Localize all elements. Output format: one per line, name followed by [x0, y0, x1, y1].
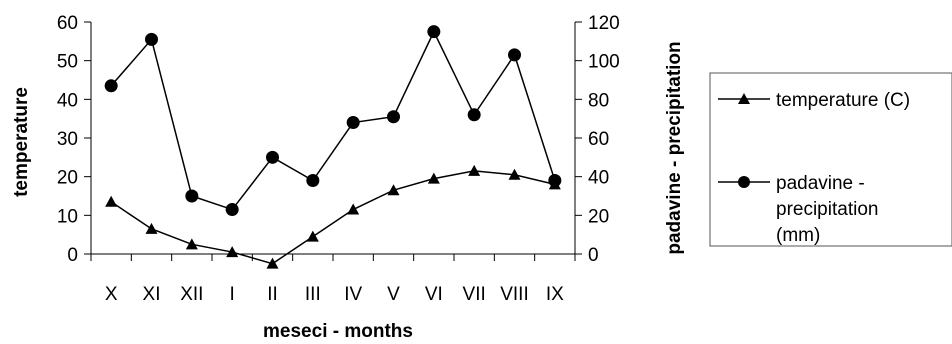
x-tick-label: II [267, 284, 278, 305]
y2-tick-label: 0 [588, 245, 599, 266]
legend-item-precipitation: padavine - precipitation (mm) [718, 173, 884, 246]
data-point-temperature [306, 230, 319, 242]
y-tick-label: 0 [67, 245, 78, 266]
data-point-precipitation [508, 48, 521, 62]
series-markers [104, 25, 562, 269]
y-axis-ticks: 0 10 20 30 40 50 60 [57, 13, 91, 266]
x-axis-title: meseci - months [263, 321, 413, 342]
data-point-temperature [508, 168, 521, 180]
x-tick-label: V [387, 284, 400, 305]
data-point-precipitation [185, 189, 199, 203]
x-tick-label: I [230, 284, 235, 305]
data-point-temperature [427, 172, 440, 184]
x-tick-label: VI [425, 284, 443, 305]
series-lines [110, 29, 556, 265]
data-point-precipitation [306, 174, 320, 188]
legend: temperature (C) padavine - precipitation… [709, 72, 952, 247]
y-tick-label: 10 [57, 206, 78, 227]
data-point-precipitation [266, 150, 279, 164]
legend-label-precipitation: padavine - precipitation (mm) [776, 173, 884, 246]
data-point-temperature [145, 222, 158, 234]
x-tick-label: XI [143, 284, 161, 305]
data-point-precipitation [548, 174, 562, 188]
x-tick-label: VIII [500, 284, 529, 305]
legend-label-line-2: precipitation [776, 199, 878, 220]
data-point-temperature [468, 164, 481, 176]
data-point-precipitation [104, 79, 118, 93]
data-point-temperature [226, 246, 239, 258]
x-tick-label: XII [180, 284, 203, 305]
y2-axis-title: padavine - precipitation [664, 41, 685, 254]
legend-label-line-3: (mm) [776, 225, 820, 246]
legend-marker-triangle-icon [738, 93, 750, 104]
data-point-temperature [387, 184, 400, 196]
y2-tick-label: 20 [588, 206, 609, 227]
data-point-precipitation [346, 116, 360, 130]
y-tick-label: 50 [57, 52, 78, 73]
legend-marker-circle-icon [738, 176, 750, 188]
data-point-temperature [105, 195, 118, 207]
data-point-temperature [347, 203, 360, 215]
data-point-precipitation [387, 110, 400, 124]
legend-box [709, 72, 952, 247]
y2-tick-label: 100 [588, 52, 620, 73]
x-tick-label: VII [463, 284, 486, 305]
y-tick-label: 20 [57, 168, 78, 189]
y2-tick-label: 80 [588, 90, 609, 111]
x-tick-label: III [305, 284, 321, 305]
legend-label-line-1: padavine - [776, 173, 865, 194]
data-point-temperature [266, 257, 279, 269]
data-point-temperature [185, 238, 198, 250]
data-point-precipitation [145, 32, 158, 46]
data-point-precipitation [467, 108, 481, 122]
series-line-temperature [110, 170, 556, 265]
x-tick-label: IX [546, 284, 564, 305]
y-axis-title: temperature [11, 87, 32, 197]
y-tick-label: 60 [57, 13, 78, 34]
series-line-precipitation [110, 29, 556, 211]
legend-label-temperature: temperature (C) [776, 90, 910, 111]
legend-item-temperature: temperature (C) [718, 90, 910, 111]
x-axis-ticks: X XI XII I II III IV V VI VII VIII IX [90, 254, 576, 305]
x-tick-label: X [105, 284, 118, 305]
y2-axis-ticks: 0 20 40 60 80 100 120 [575, 13, 620, 266]
y-tick-label: 30 [57, 129, 78, 150]
data-point-precipitation [427, 25, 441, 39]
y-tick-label: 40 [57, 90, 78, 111]
axes [90, 22, 576, 255]
data-point-precipitation [225, 203, 239, 217]
y2-tick-label: 40 [588, 168, 609, 189]
y2-tick-label: 60 [588, 129, 609, 150]
y2-tick-label: 120 [588, 13, 620, 34]
x-tick-label: IV [344, 284, 362, 305]
